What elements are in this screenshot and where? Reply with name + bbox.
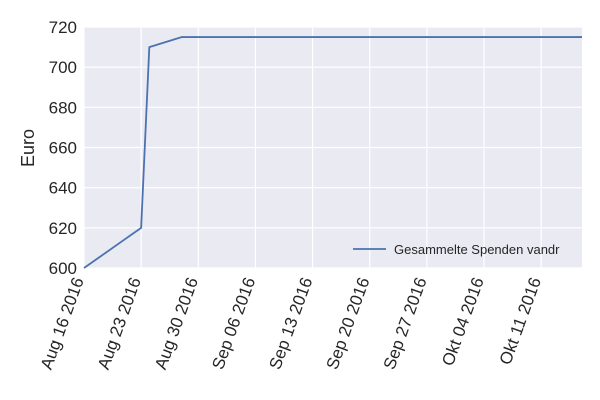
y-tick-label: 700 (49, 58, 77, 77)
x-tick-label: Sep 13 2016 (266, 275, 317, 372)
y-tick-label: 640 (49, 179, 77, 198)
x-tick-label: Sep 27 2016 (380, 275, 431, 372)
x-tick-label: Aug 16 2016 (37, 275, 88, 372)
series-line (83, 36, 582, 269)
x-tick-label: Sep 06 2016 (208, 275, 259, 372)
legend: Gesammelte Spenden vandr (353, 242, 560, 257)
x-tick-label: Aug 30 2016 (151, 275, 202, 372)
x-tick-label: Sep 20 2016 (323, 275, 374, 372)
y-tick-labels: 600 620 640 660 680 700 720 (49, 18, 77, 278)
grid-lines (83, 26, 582, 269)
x-tick-label: Okt 11 2016 (496, 275, 545, 367)
y-axis-title: Euro (18, 129, 38, 167)
y-tick-label: 600 (49, 259, 77, 278)
legend-label: Gesammelte Spenden vandr (394, 242, 560, 257)
y-tick-label: 720 (49, 18, 77, 37)
x-tick-label: Okt 04 2016 (438, 275, 488, 369)
y-tick-label: 620 (49, 219, 77, 238)
x-tick-labels: Aug 16 2016 Aug 23 2016 Aug 30 2016 Sep 06 … (37, 275, 545, 372)
series-lines (83, 36, 582, 269)
y-tick-label: 680 (49, 98, 77, 117)
y-tick-label: 660 (49, 139, 77, 158)
x-tick-label: Aug 23 2016 (94, 275, 145, 372)
